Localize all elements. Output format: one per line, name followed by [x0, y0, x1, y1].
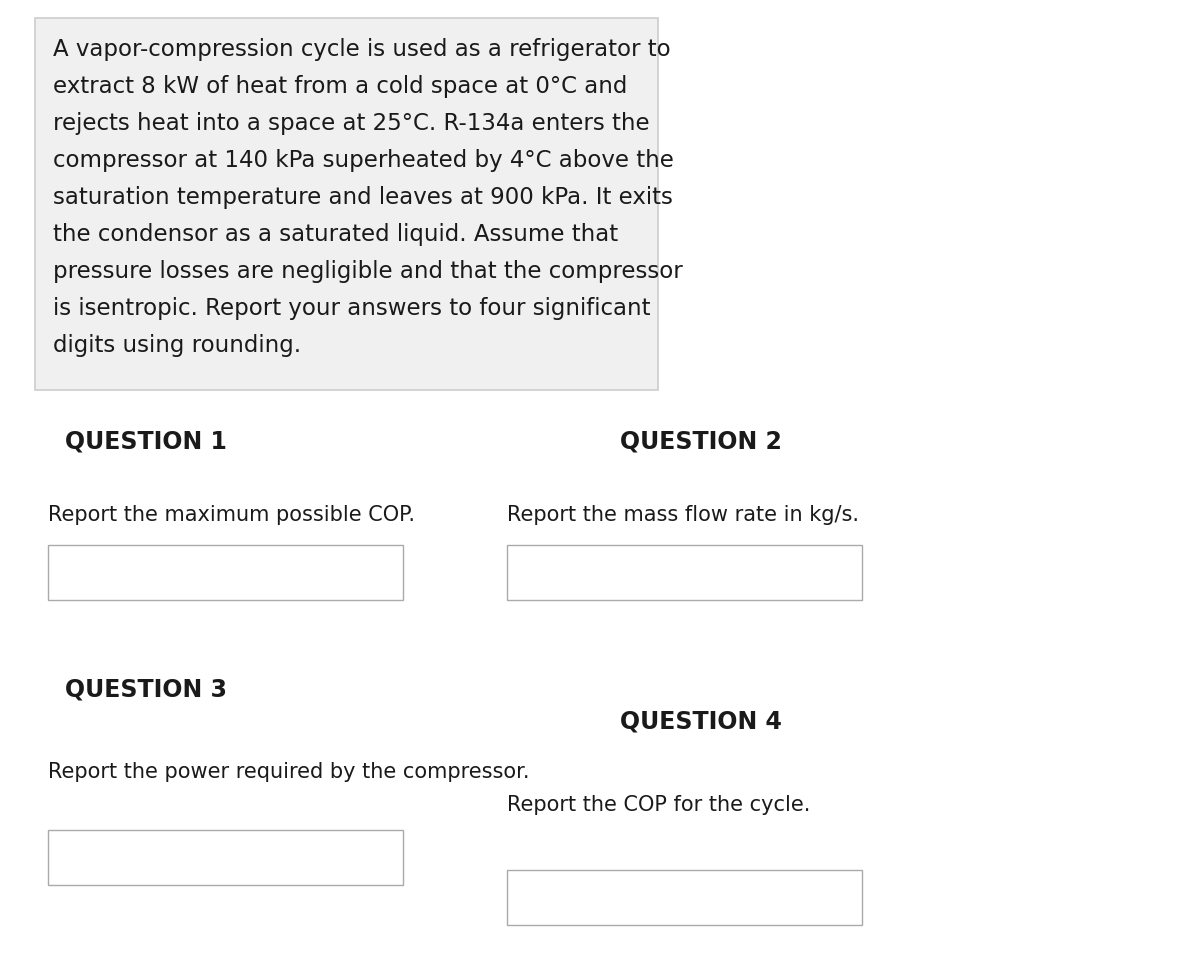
Bar — [48, 830, 403, 885]
Bar — [508, 545, 862, 600]
Text: saturation temperature and leaves at 900 kPa. It exits: saturation temperature and leaves at 900… — [53, 186, 673, 209]
Text: pressure losses are negligible and that the compressor: pressure losses are negligible and that … — [53, 260, 683, 283]
Text: extract 8 kW of heat from a cold space at 0°C and: extract 8 kW of heat from a cold space a… — [53, 75, 628, 98]
Text: QUESTION 4: QUESTION 4 — [620, 710, 782, 734]
Text: is isentropic. Report your answers to four significant: is isentropic. Report your answers to fo… — [53, 297, 650, 320]
Text: Report the COP for the cycle.: Report the COP for the cycle. — [508, 795, 810, 815]
Bar — [48, 545, 403, 600]
Text: QUESTION 3: QUESTION 3 — [65, 678, 227, 702]
Text: A vapor-compression cycle is used as a refrigerator to: A vapor-compression cycle is used as a r… — [53, 38, 671, 61]
Text: QUESTION 2: QUESTION 2 — [620, 430, 782, 454]
Text: the condensor as a saturated liquid. Assume that: the condensor as a saturated liquid. Ass… — [53, 223, 618, 246]
Text: digits using rounding.: digits using rounding. — [53, 334, 301, 357]
Text: QUESTION 1: QUESTION 1 — [65, 430, 227, 454]
Text: Report the maximum possible COP.: Report the maximum possible COP. — [48, 505, 415, 525]
Bar — [508, 870, 862, 925]
Text: Report the mass flow rate in kg/s.: Report the mass flow rate in kg/s. — [508, 505, 859, 525]
Text: rejects heat into a space at 25°C. R-134a enters the: rejects heat into a space at 25°C. R-134… — [53, 112, 649, 135]
Bar — [35, 18, 658, 390]
Text: compressor at 140 kPa superheated by 4°C above the: compressor at 140 kPa superheated by 4°C… — [53, 149, 674, 172]
Text: Report the power required by the compressor.: Report the power required by the compres… — [48, 762, 529, 782]
